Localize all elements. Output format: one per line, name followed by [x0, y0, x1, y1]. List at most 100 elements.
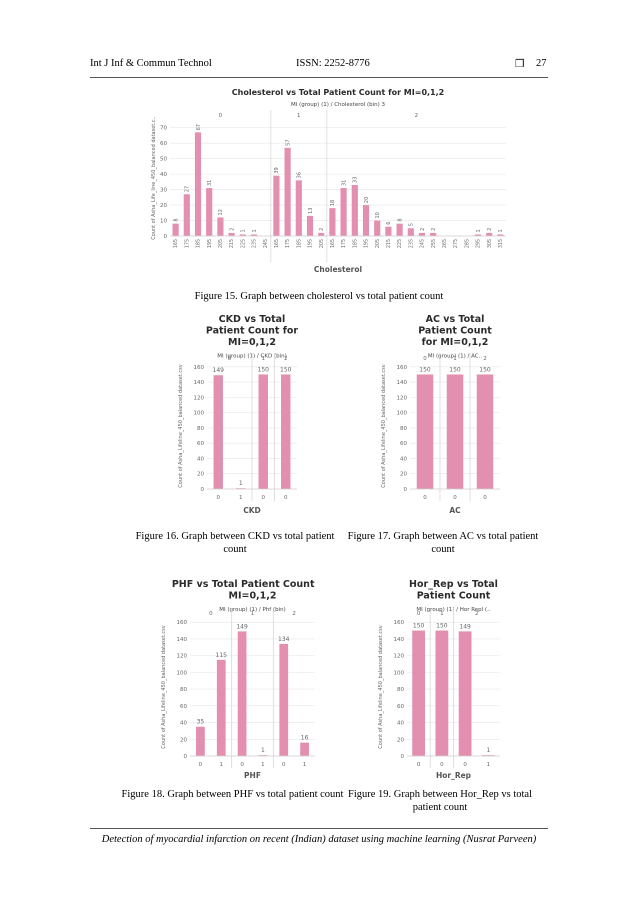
data-label: 149 [213, 367, 225, 374]
y-axis-label: Count of Asha_Life_line_450_balanced dat… [151, 116, 157, 240]
bar [194, 132, 202, 236]
x-tick-label: 305 [487, 239, 493, 248]
bar [279, 643, 289, 756]
bar [237, 631, 247, 756]
panel-label: 2 [415, 113, 419, 119]
bar [329, 208, 336, 236]
bar [497, 234, 504, 236]
data-label: 31 [207, 180, 213, 186]
panel-label: 0 [228, 356, 232, 362]
chart-title: Patient Count for [206, 326, 299, 337]
data-label: 20 [364, 197, 370, 203]
bar [284, 147, 291, 236]
bar [273, 175, 280, 236]
figure-16-caption: Figure 16. Graph between CKD vs total pa… [135, 531, 335, 555]
y-axis-label: Count of Asha_Lifeline_450_balanced data… [161, 625, 167, 748]
bar [196, 726, 205, 756]
bar [418, 232, 426, 236]
chart-title: AC vs Total [426, 314, 485, 325]
figure-17-chart: AC vs Total Patient Count for MI=0,1,2 MI (… [378, 313, 503, 518]
x-tick-label: 165 [173, 239, 179, 248]
panel-label: 0 [417, 611, 421, 617]
bar [446, 374, 464, 489]
x-tick-label: 0 [240, 762, 244, 768]
journal-name: Int J Inf & Commun Technol [90, 58, 212, 69]
y-tick-label: 0 [164, 234, 168, 240]
y-tick-label: 40 [197, 456, 204, 462]
y-tick-label: 40 [160, 172, 167, 178]
figure-16-chart: CKD vs Total Patient Count for MI=0,1,2 MI … [175, 313, 300, 518]
data-label: 2 [487, 228, 493, 231]
bar [258, 755, 268, 756]
page-symbol-icon: ❒ [515, 59, 525, 70]
x-tick-label: 185 [296, 239, 302, 248]
data-label: 150 [479, 366, 491, 373]
cholesterol-chart-svg: Cholesterol vs Total Patient Count for M… [151, 88, 506, 274]
data-label: 1 [241, 229, 247, 232]
x-tick-label: 235 [252, 239, 258, 248]
bar [340, 188, 347, 236]
chart-title: Patient Count [417, 591, 491, 602]
x-axis-label: Hor_Rep [436, 771, 472, 780]
bar [258, 374, 268, 489]
data-label: 2 [229, 228, 235, 231]
bar [217, 217, 224, 236]
x-tick-label: 205 [218, 239, 224, 248]
x-tick-label: 275 [453, 239, 459, 248]
bar [351, 184, 358, 236]
chart-title: MI=0,1,2 [228, 337, 276, 348]
panel-label: 2 [475, 611, 479, 617]
page-number: 27 [536, 58, 547, 69]
y-tick-label: 60 [180, 704, 187, 710]
y-tick-label: 140 [194, 380, 205, 386]
x-tick-label: 215 [229, 239, 235, 248]
y-tick-label: 100 [194, 411, 205, 417]
panel-label: 1 [262, 356, 266, 362]
data-label: 2 [431, 228, 437, 231]
bar [474, 234, 482, 236]
y-tick-label: 40 [400, 456, 407, 462]
panel-label: 1 [453, 356, 457, 362]
bar [318, 232, 325, 236]
x-tick-label: 205 [319, 239, 325, 248]
data-label: 18 [330, 200, 336, 206]
bar [416, 374, 434, 489]
chart-title: MI=0,1,2 [229, 591, 277, 602]
bar [281, 374, 291, 489]
x-tick-label: 205 [375, 239, 381, 248]
data-label: 2 [319, 228, 325, 231]
footer-rule [90, 828, 548, 829]
y-tick-label: 80 [397, 687, 404, 693]
y-tick-label: 30 [160, 188, 167, 194]
bar [374, 220, 381, 236]
panel-label: 2 [284, 356, 288, 362]
y-tick-label: 80 [400, 426, 407, 432]
y-tick-label: 100 [177, 670, 188, 676]
issn: ISSN: 2252-8776 [296, 58, 370, 69]
data-label: 10 [375, 212, 381, 218]
y-tick-label: 80 [180, 687, 187, 693]
x-tick-label: 245 [420, 239, 426, 248]
y-tick-label: 0 [184, 754, 188, 760]
y-tick-label: 160 [397, 365, 408, 371]
chart-title: Hor_Rep vs Total [409, 579, 498, 590]
data-label: 150 [413, 623, 425, 630]
y-tick-label: 120 [177, 654, 188, 660]
y-tick-label: 20 [400, 472, 407, 478]
y-tick-label: 20 [397, 737, 404, 743]
x-tick-label: 285 [464, 239, 470, 248]
data-label: 67 [196, 124, 202, 130]
panel-label: 1 [251, 611, 255, 617]
data-label: 1 [261, 747, 265, 754]
chart-title: CKD vs Total [219, 314, 286, 325]
x-tick-label: 175 [285, 239, 291, 248]
x-tick-label: 0 [417, 762, 421, 768]
x-tick-label: 0 [262, 495, 266, 501]
figure-15-chart: Cholesterol vs Total Patient Count for M… [148, 86, 508, 278]
data-label: 149 [236, 623, 248, 630]
y-axis-label: Count of Asha_Lifeline_450_balanced data… [178, 364, 184, 487]
figure-15-caption: Figure 15. Graph between cholesterol vs … [194, 291, 444, 302]
x-axis-label: CKD [243, 506, 261, 515]
data-label: 134 [278, 636, 290, 643]
